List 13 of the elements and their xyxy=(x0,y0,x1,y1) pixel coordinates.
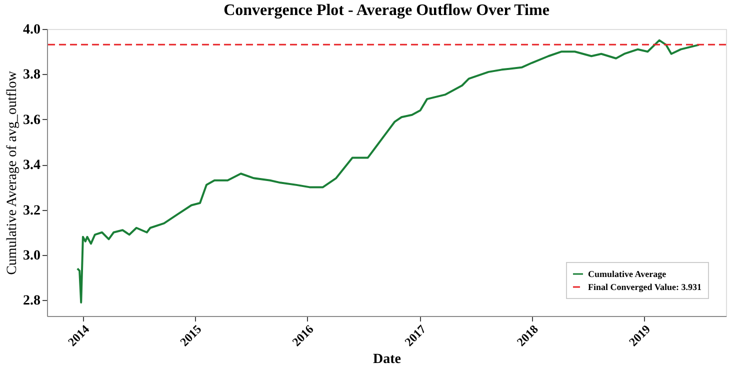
legend-label: Final Converged Value: 3.931 xyxy=(588,282,702,292)
y-tick-label: 2.8 xyxy=(23,294,40,309)
legend-label: Cumulative Average xyxy=(588,269,666,279)
y-tick-label: 3.0 xyxy=(23,248,40,264)
line-series xyxy=(76,39,700,304)
y-tick-label: 3.4 xyxy=(23,158,40,174)
chart-title: Convergence Plot - Average Outflow Over Time xyxy=(224,2,550,19)
y-tick-label: 3.2 xyxy=(23,203,40,218)
y-tick-label: 3.6 xyxy=(23,112,40,128)
y-tick-label: 3.8 xyxy=(23,68,40,83)
y-axis-title: Cumulative Average of avg_outflow xyxy=(5,70,20,275)
y-tick-label: 4.0 xyxy=(23,22,40,38)
x-axis-title: Date xyxy=(373,352,401,368)
